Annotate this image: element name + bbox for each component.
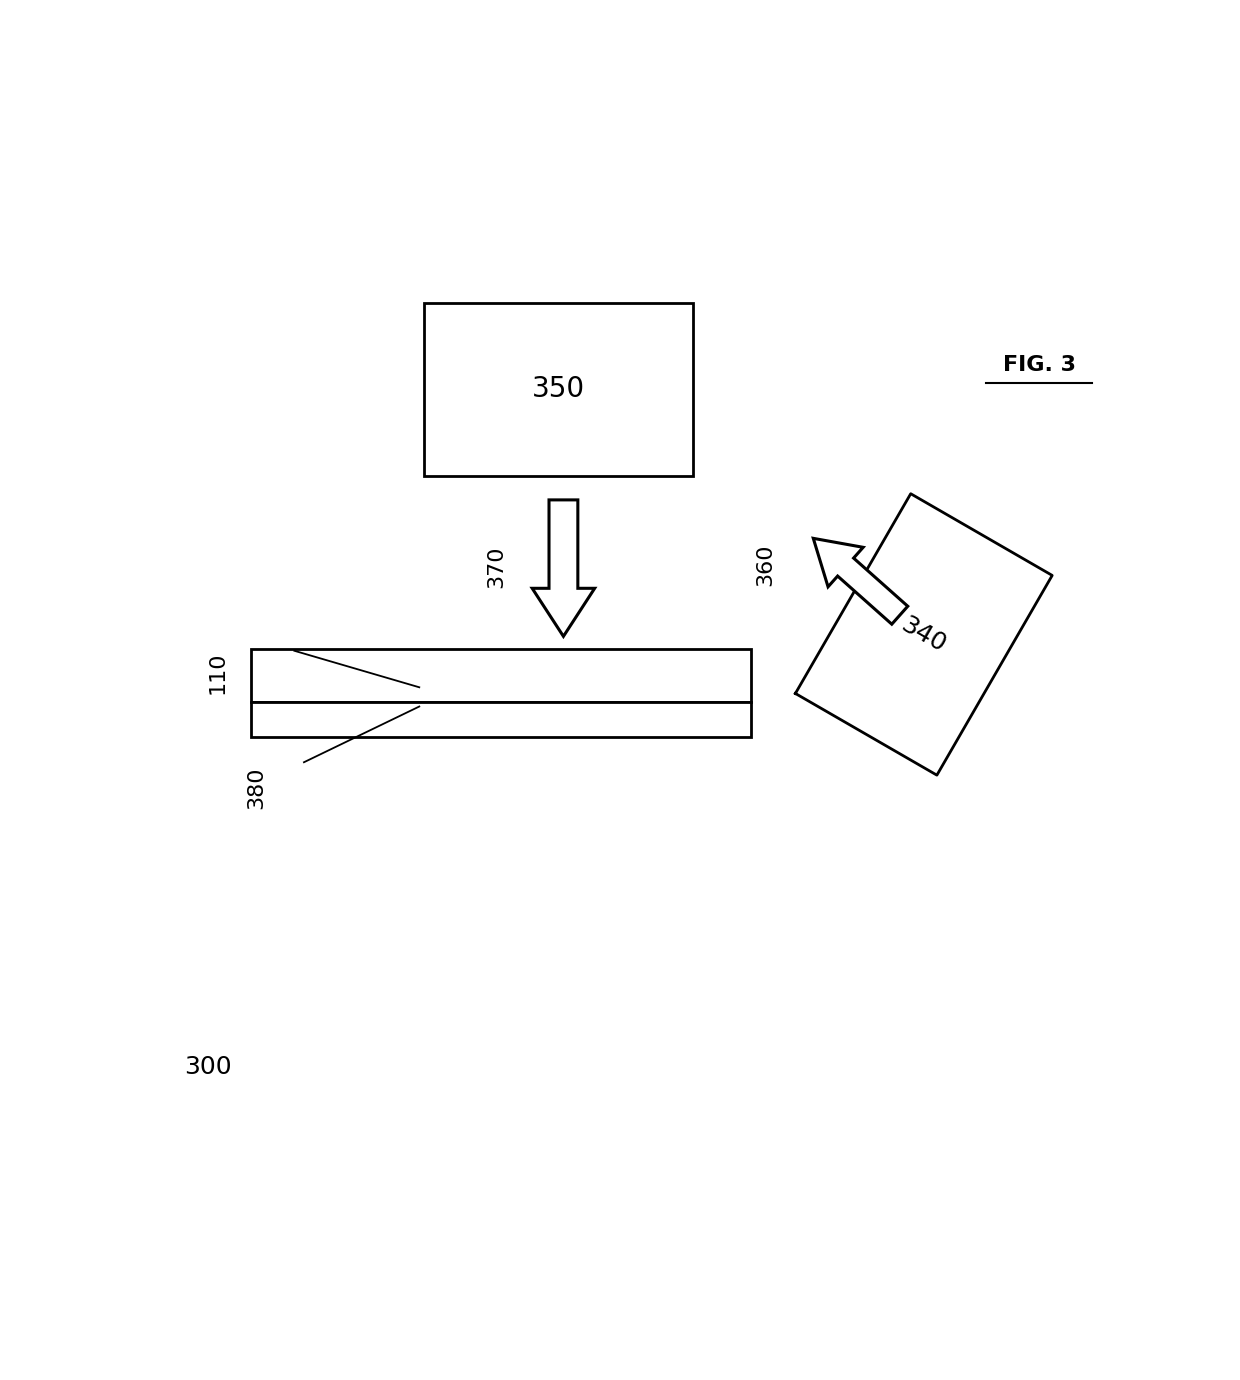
Text: 380: 380 [246,767,265,810]
Text: 300: 300 [184,1054,232,1079]
Text: 340: 340 [897,613,951,657]
Text: 360: 360 [755,544,775,585]
Text: 350: 350 [532,375,585,403]
Text: FIG. 3: FIG. 3 [1003,356,1075,375]
Bar [250,701,751,737]
Polygon shape [532,500,595,636]
Text: 110: 110 [207,651,227,694]
Bar [250,649,751,701]
Bar [424,302,693,476]
Text: 370: 370 [486,546,506,588]
Polygon shape [813,538,908,624]
